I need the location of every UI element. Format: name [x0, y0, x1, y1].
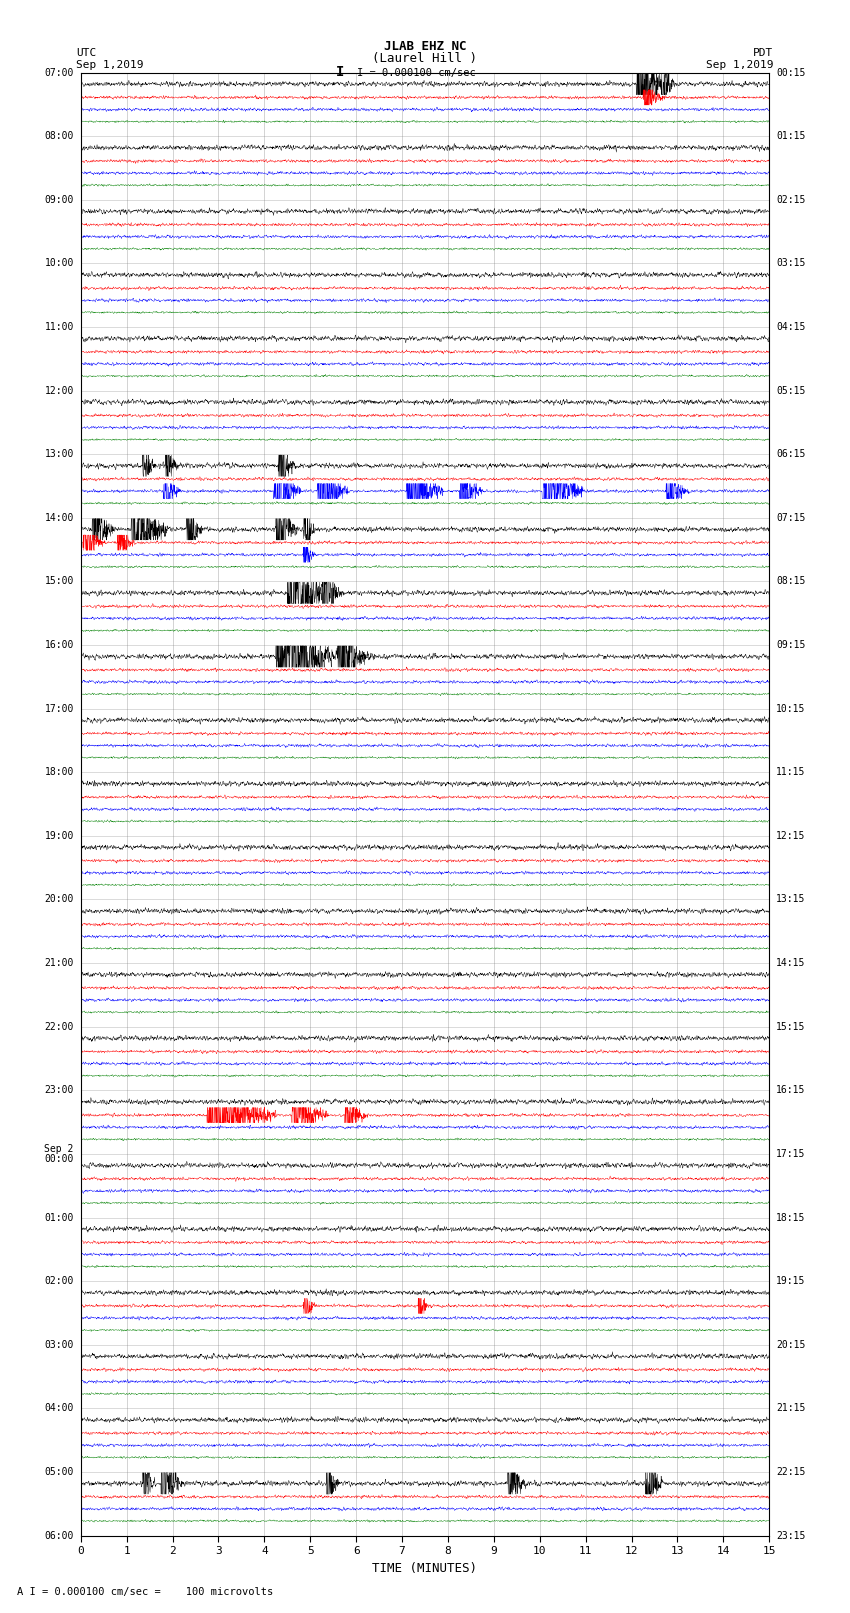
Text: 01:15: 01:15	[776, 131, 806, 142]
Text: 04:15: 04:15	[776, 323, 806, 332]
Text: 17:15: 17:15	[776, 1148, 806, 1158]
Text: 11:00: 11:00	[44, 323, 74, 332]
Text: 08:00: 08:00	[44, 131, 74, 142]
Text: 16:15: 16:15	[776, 1086, 806, 1095]
Text: 03:00: 03:00	[44, 1340, 74, 1350]
Text: 07:15: 07:15	[776, 513, 806, 523]
Text: 18:00: 18:00	[44, 768, 74, 777]
Text: UTC: UTC	[76, 48, 97, 58]
Text: 05:15: 05:15	[776, 386, 806, 395]
Text: 06:15: 06:15	[776, 450, 806, 460]
Text: 14:15: 14:15	[776, 958, 806, 968]
Text: 03:15: 03:15	[776, 258, 806, 268]
Text: I = 0.000100 cm/sec: I = 0.000100 cm/sec	[357, 68, 476, 77]
Text: 21:15: 21:15	[776, 1403, 806, 1413]
Text: 23:00: 23:00	[44, 1086, 74, 1095]
Text: 19:00: 19:00	[44, 831, 74, 840]
Text: 00:15: 00:15	[776, 68, 806, 77]
Text: 11:15: 11:15	[776, 768, 806, 777]
Text: 22:00: 22:00	[44, 1021, 74, 1032]
Text: 05:00: 05:00	[44, 1466, 74, 1478]
Text: 07:00: 07:00	[44, 68, 74, 77]
Text: 01:00: 01:00	[44, 1213, 74, 1223]
Text: (Laurel Hill ): (Laurel Hill )	[372, 52, 478, 65]
Text: 00:00: 00:00	[44, 1153, 74, 1165]
X-axis label: TIME (MINUTES): TIME (MINUTES)	[372, 1561, 478, 1574]
Text: 21:00: 21:00	[44, 958, 74, 968]
Text: 10:15: 10:15	[776, 703, 806, 713]
Text: 12:15: 12:15	[776, 831, 806, 840]
Text: 16:00: 16:00	[44, 640, 74, 650]
Text: Sep 2: Sep 2	[44, 1144, 74, 1153]
Text: 14:00: 14:00	[44, 513, 74, 523]
Text: 10:00: 10:00	[44, 258, 74, 268]
Text: 04:00: 04:00	[44, 1403, 74, 1413]
Text: 15:15: 15:15	[776, 1021, 806, 1032]
Text: 08:15: 08:15	[776, 576, 806, 587]
Text: 20:00: 20:00	[44, 895, 74, 905]
Text: I: I	[336, 65, 344, 79]
Text: 23:15: 23:15	[776, 1531, 806, 1540]
Text: Sep 1,2019: Sep 1,2019	[76, 60, 144, 69]
Text: 13:00: 13:00	[44, 450, 74, 460]
Text: 17:00: 17:00	[44, 703, 74, 713]
Text: 02:15: 02:15	[776, 195, 806, 205]
Text: 19:15: 19:15	[776, 1276, 806, 1286]
Text: 18:15: 18:15	[776, 1213, 806, 1223]
Text: 13:15: 13:15	[776, 895, 806, 905]
Text: 02:00: 02:00	[44, 1276, 74, 1286]
Text: 15:00: 15:00	[44, 576, 74, 587]
Text: PDT: PDT	[753, 48, 774, 58]
Text: JLAB EHZ NC: JLAB EHZ NC	[383, 40, 467, 53]
Text: 09:00: 09:00	[44, 195, 74, 205]
Text: 09:15: 09:15	[776, 640, 806, 650]
Text: 06:00: 06:00	[44, 1531, 74, 1540]
Text: 22:15: 22:15	[776, 1466, 806, 1478]
Text: 12:00: 12:00	[44, 386, 74, 395]
Text: Sep 1,2019: Sep 1,2019	[706, 60, 774, 69]
Text: A I = 0.000100 cm/sec =    100 microvolts: A I = 0.000100 cm/sec = 100 microvolts	[17, 1587, 273, 1597]
Text: 20:15: 20:15	[776, 1340, 806, 1350]
